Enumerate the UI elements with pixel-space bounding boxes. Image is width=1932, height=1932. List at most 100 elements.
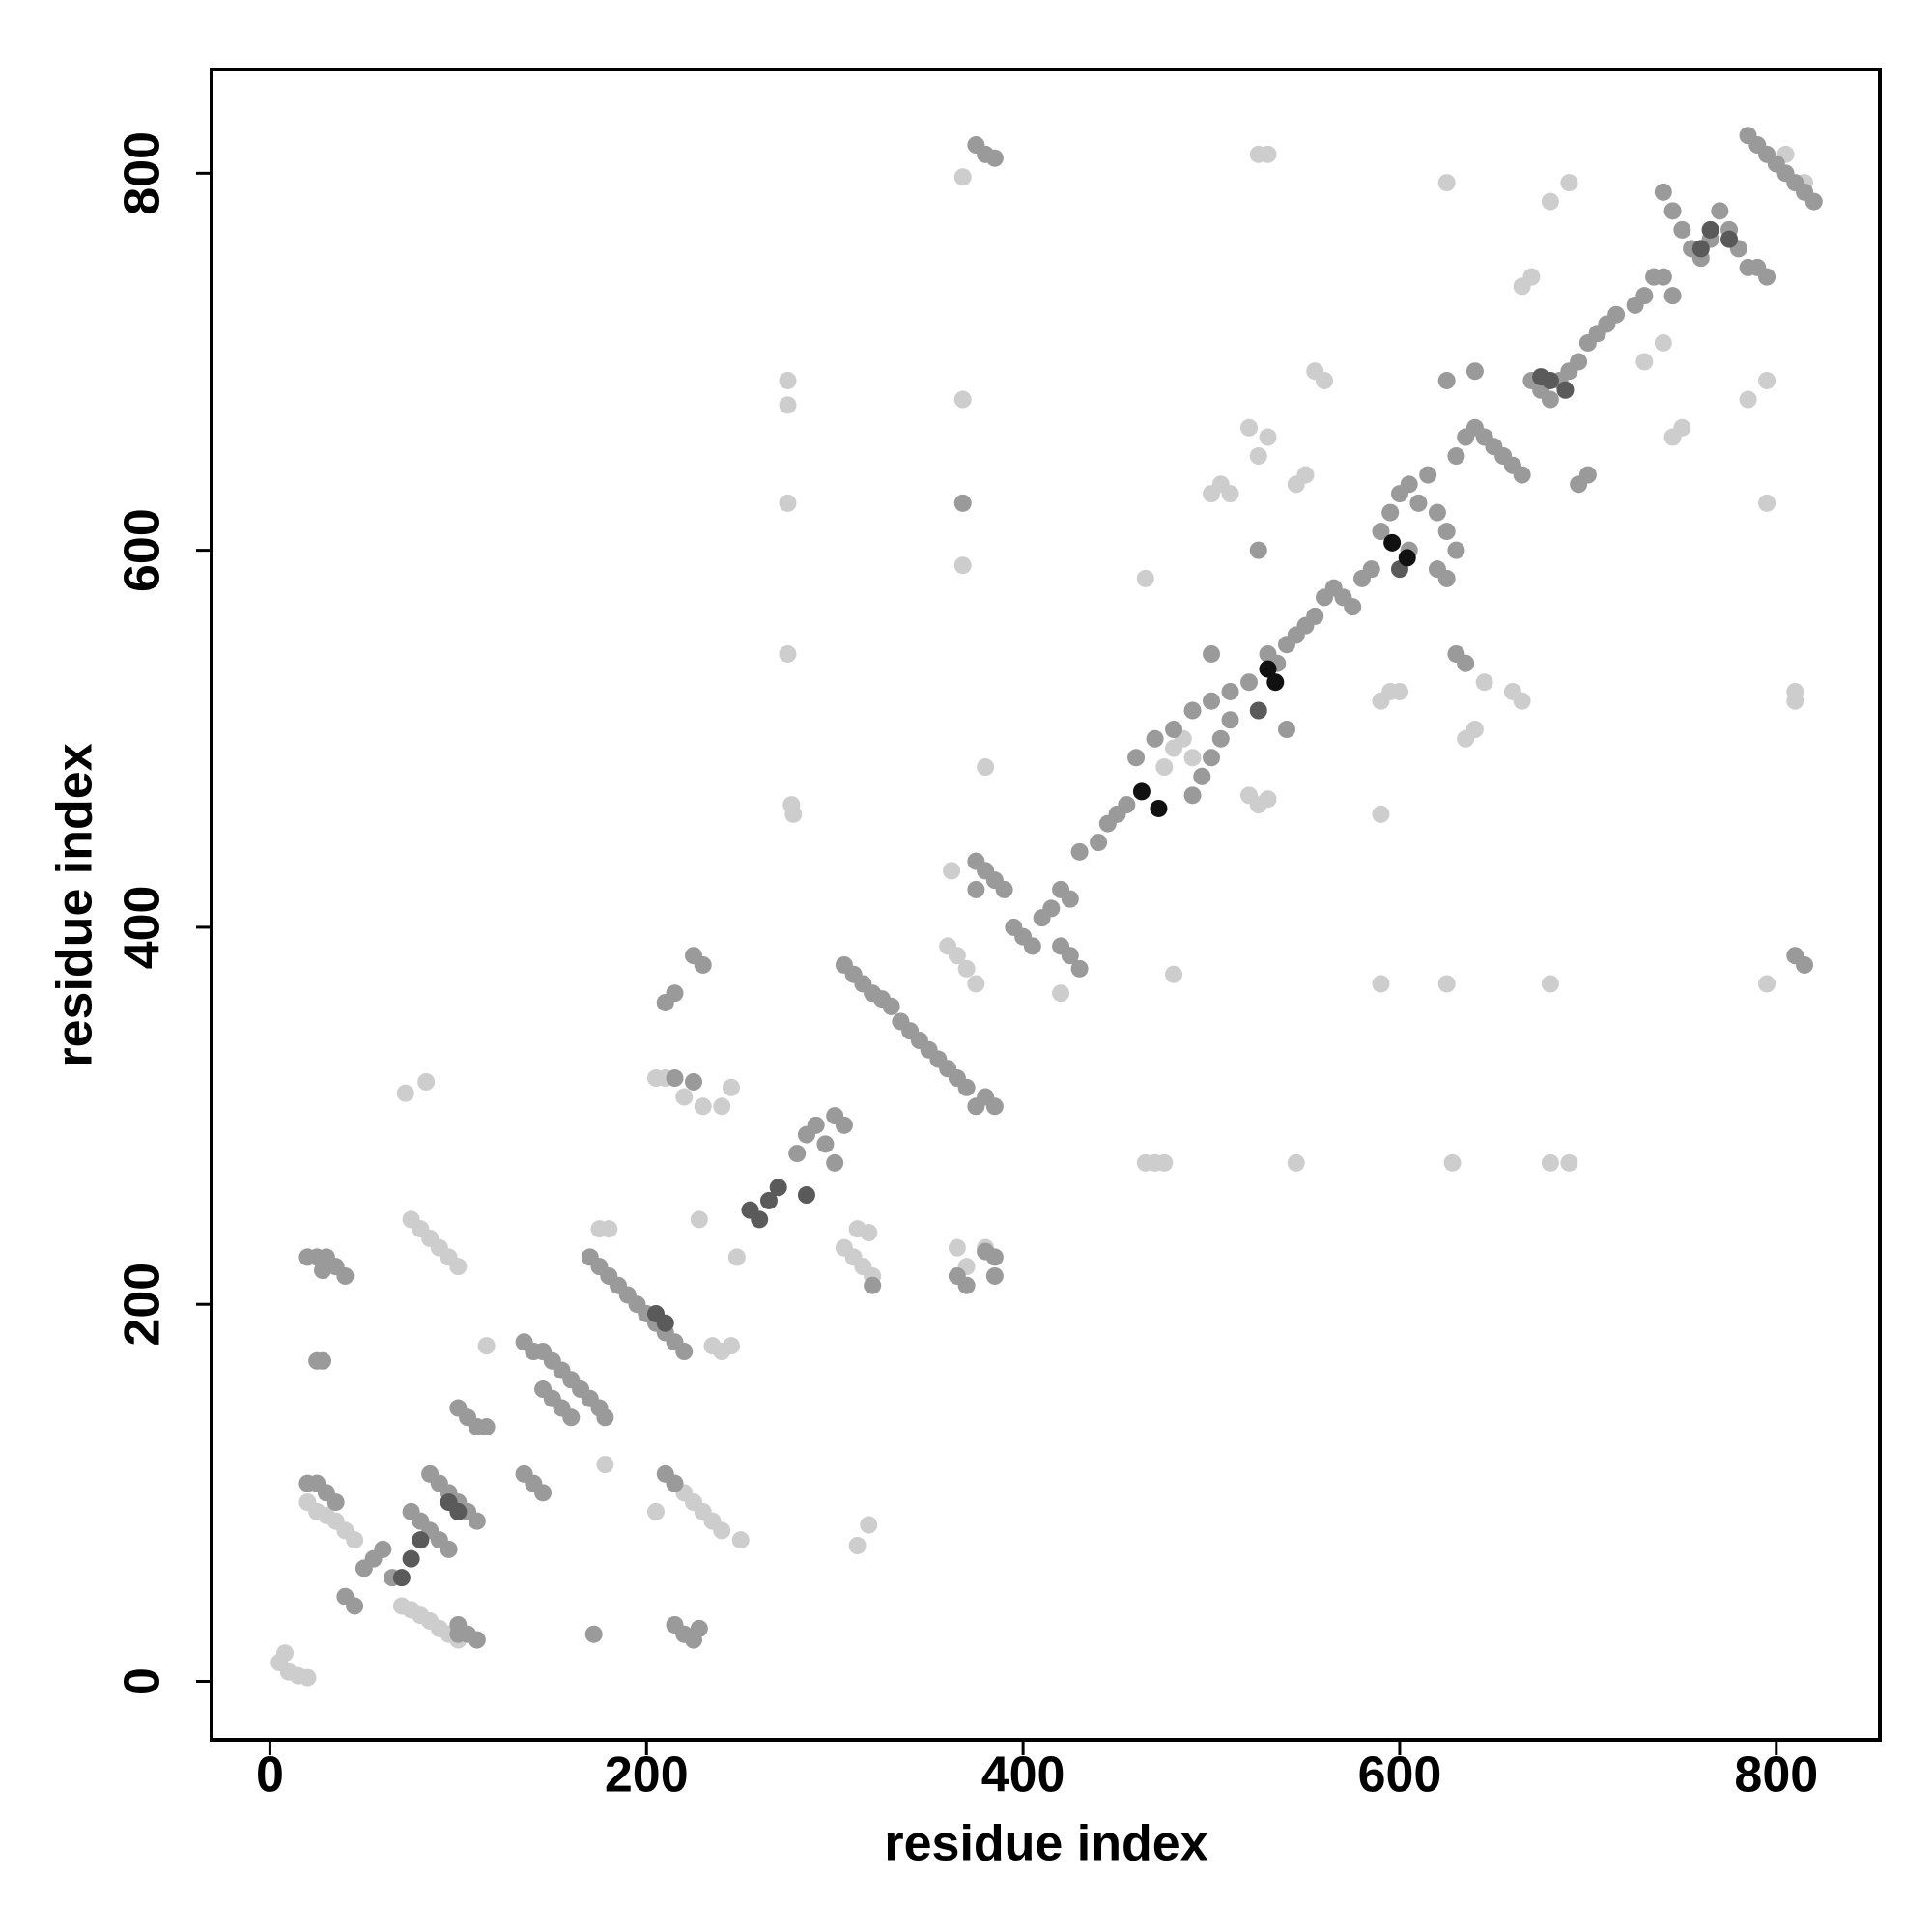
- point: [826, 1153, 844, 1172]
- point: [1183, 701, 1202, 720]
- point: [1560, 1153, 1578, 1172]
- point: [1635, 353, 1654, 371]
- point: [1541, 390, 1559, 409]
- point: [1150, 799, 1168, 817]
- point: [713, 1342, 731, 1360]
- point: [477, 1418, 496, 1436]
- point: [1626, 296, 1644, 314]
- point: [1249, 447, 1267, 466]
- point: [1711, 202, 1729, 220]
- point: [1287, 475, 1305, 494]
- point: [1203, 692, 1221, 710]
- point: [1796, 955, 1814, 974]
- point: [647, 1304, 666, 1322]
- point: [1249, 701, 1267, 720]
- point: [1541, 192, 1559, 211]
- point: [666, 984, 684, 1003]
- point: [1259, 660, 1277, 678]
- point: [1691, 240, 1710, 258]
- point: [1203, 749, 1221, 767]
- point: [417, 1072, 436, 1091]
- point: [412, 1531, 430, 1549]
- point: [1381, 503, 1400, 522]
- point: [1259, 145, 1277, 163]
- point: [953, 494, 972, 512]
- point: [1556, 381, 1575, 399]
- y-axis-label: residue index: [47, 743, 103, 1066]
- point: [1437, 569, 1456, 587]
- point: [985, 1097, 1004, 1116]
- point: [327, 1493, 345, 1512]
- point: [1654, 333, 1672, 352]
- point: [788, 1145, 807, 1163]
- point: [1739, 390, 1757, 409]
- point: [1390, 682, 1408, 700]
- point: [1465, 362, 1484, 381]
- x-tick-label: 800: [1734, 1747, 1818, 1804]
- point: [449, 1258, 468, 1276]
- point: [675, 1088, 694, 1106]
- point: [1654, 183, 1672, 201]
- point: [1372, 523, 1390, 541]
- point: [1042, 899, 1061, 918]
- x-tick-label: 200: [605, 1747, 689, 1804]
- point: [562, 1408, 581, 1427]
- point: [957, 959, 976, 978]
- point: [346, 1597, 364, 1615]
- point: [298, 1248, 317, 1266]
- point: [1372, 805, 1390, 823]
- point: [967, 975, 985, 993]
- point: [1758, 268, 1776, 286]
- point: [1052, 984, 1070, 1003]
- point: [1240, 673, 1259, 692]
- point: [1673, 220, 1691, 239]
- point: [402, 1549, 420, 1568]
- point: [596, 1456, 614, 1474]
- point: [1070, 842, 1089, 861]
- point: [336, 1266, 355, 1285]
- point: [396, 1084, 414, 1102]
- point: [1701, 220, 1719, 239]
- point: [1118, 796, 1136, 814]
- point: [1061, 947, 1079, 965]
- point: [1362, 560, 1380, 579]
- point: [690, 1210, 708, 1229]
- point: [1475, 673, 1493, 692]
- y-tick-label: 400: [115, 886, 171, 970]
- point: [816, 1135, 835, 1153]
- point: [1023, 937, 1041, 955]
- point: [1061, 890, 1079, 908]
- point: [835, 1116, 853, 1134]
- point: [722, 1078, 740, 1096]
- y-tick-label: 600: [115, 508, 171, 592]
- point: [1465, 721, 1484, 739]
- point: [1541, 1153, 1559, 1172]
- point: [1513, 692, 1531, 710]
- point: [985, 1266, 1004, 1285]
- point: [807, 1116, 825, 1134]
- point: [1146, 729, 1164, 748]
- point: [1663, 202, 1682, 220]
- point: [666, 1069, 684, 1088]
- point: [1070, 959, 1089, 978]
- point: [666, 1474, 684, 1492]
- point: [1443, 1153, 1462, 1172]
- point: [948, 947, 966, 965]
- point: [1127, 749, 1146, 767]
- point: [957, 1078, 976, 1096]
- point: [675, 1342, 694, 1360]
- point: [1428, 503, 1446, 522]
- point: [769, 1179, 787, 1197]
- point: [449, 1625, 468, 1643]
- point: [1457, 654, 1475, 672]
- point: [1165, 721, 1183, 739]
- point: [713, 1521, 731, 1540]
- point: [684, 1072, 702, 1091]
- x-tick-label: 0: [256, 1747, 284, 1804]
- point: [1221, 682, 1239, 700]
- point: [1221, 485, 1239, 503]
- point: [1155, 758, 1174, 777]
- point: [1570, 353, 1588, 371]
- point: [276, 1644, 295, 1662]
- point: [1437, 975, 1456, 993]
